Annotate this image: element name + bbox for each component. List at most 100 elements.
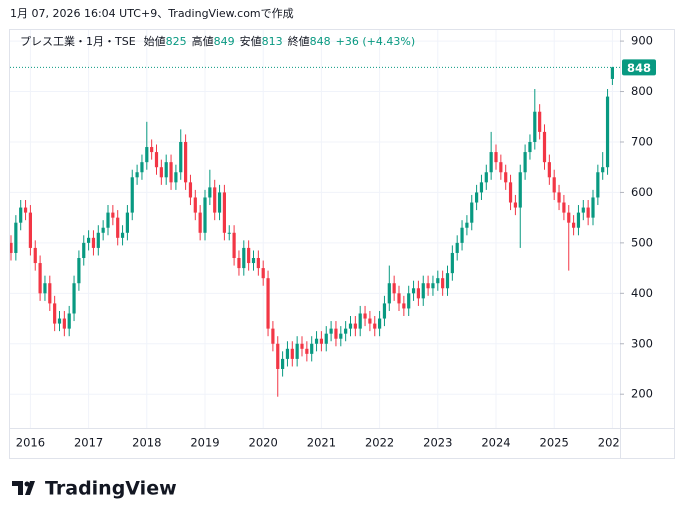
candle-body xyxy=(605,96,610,168)
x-tick-label: 2026 xyxy=(598,436,627,450)
legend-value: 848 xyxy=(310,35,331,48)
candle-body xyxy=(295,343,299,359)
candle-body xyxy=(38,263,42,294)
x-tick-label: 2024 xyxy=(481,436,510,450)
candle-body xyxy=(227,232,231,234)
candle-body xyxy=(276,343,280,369)
candle-body xyxy=(479,182,484,193)
candle-body xyxy=(596,172,600,198)
y-tick-label: 800 xyxy=(631,84,653,98)
candle-body xyxy=(339,333,343,339)
candle-body xyxy=(67,313,71,329)
candle-body xyxy=(363,313,367,319)
y-tick-label: 700 xyxy=(631,134,653,148)
candle-body xyxy=(33,247,37,264)
candle-body xyxy=(445,273,450,289)
legend-title: プレス工業・1月・TSE xyxy=(20,35,136,48)
candle-body xyxy=(567,212,571,223)
candle-body xyxy=(441,278,445,289)
candle-body xyxy=(53,303,57,324)
candle-body xyxy=(101,227,105,233)
candle-body xyxy=(552,177,556,193)
candle-body xyxy=(314,338,319,344)
candle-body xyxy=(547,162,551,178)
candle-body xyxy=(116,217,120,238)
candle-body xyxy=(523,152,527,173)
candle-body xyxy=(324,333,328,344)
candle-body xyxy=(57,318,62,324)
candle-body xyxy=(542,131,547,163)
candle-body xyxy=(499,162,503,173)
candle-body xyxy=(164,162,168,178)
x-tick-label: 2022 xyxy=(365,436,394,450)
candle-body xyxy=(416,288,420,299)
candle-body xyxy=(518,172,522,208)
candle-body xyxy=(344,328,348,334)
x-tick-label: 2021 xyxy=(307,436,336,450)
candle-body xyxy=(586,207,590,218)
logo-text: TradingView xyxy=(45,478,177,500)
legend-label: 高値 xyxy=(192,34,214,48)
legend-value: 813 xyxy=(262,35,283,48)
candle-body xyxy=(242,247,246,269)
x-tick-label: 2023 xyxy=(423,436,452,450)
y-tick-label: 500 xyxy=(631,235,653,249)
candle-body xyxy=(188,182,193,198)
candle-body xyxy=(557,192,561,203)
last-price-label: 848 xyxy=(627,61,651,75)
candle-body xyxy=(208,187,212,198)
candle-body xyxy=(407,293,411,309)
candle-body xyxy=(300,343,304,349)
candle-body xyxy=(217,192,222,213)
candle-body xyxy=(310,343,314,354)
legend: プレス工業・1月・TSE 始値 825 高値 849 安値 813 終値 848 +36 (+4.… xyxy=(20,34,415,48)
candle-body xyxy=(125,212,129,233)
candle-body xyxy=(111,212,115,218)
candle-body xyxy=(72,283,76,314)
candle-body xyxy=(28,212,32,248)
legend-label: 安値 xyxy=(240,34,262,48)
candle-body xyxy=(130,177,134,213)
y-tick-label: 900 xyxy=(631,34,653,48)
candle-body xyxy=(470,202,474,223)
x-tick-label: 2020 xyxy=(249,436,278,450)
candle-body xyxy=(135,172,139,178)
candle-body xyxy=(169,162,173,183)
candle-body xyxy=(334,328,338,339)
candle-body xyxy=(14,222,18,253)
candle-body xyxy=(237,258,241,269)
y-tick-label: 400 xyxy=(631,286,653,300)
candle-body xyxy=(494,152,498,163)
candle-body xyxy=(397,293,401,304)
candle-body xyxy=(150,147,154,153)
candle-body xyxy=(247,247,251,264)
candle-body xyxy=(213,187,217,213)
candle-body xyxy=(62,318,66,329)
candle-body xyxy=(193,197,197,213)
candle-body xyxy=(232,232,236,259)
legend-label: 始値 xyxy=(144,34,166,48)
candle-body xyxy=(348,323,353,329)
candle-body xyxy=(591,197,595,218)
candle-body xyxy=(256,258,260,269)
candle-body xyxy=(411,288,416,294)
candle-body xyxy=(378,318,382,329)
candle-body xyxy=(373,323,377,329)
candle-body xyxy=(154,152,159,168)
last-price-box xyxy=(622,59,656,76)
candle-body xyxy=(120,232,125,238)
chart-frame xyxy=(9,29,675,459)
candle-body xyxy=(19,207,23,223)
candle-body xyxy=(281,358,285,369)
candle-body xyxy=(421,283,425,299)
logo: TradingView xyxy=(12,478,177,500)
candle-body xyxy=(23,207,28,213)
candle-body xyxy=(179,141,183,173)
candle-body xyxy=(305,348,309,354)
candle-body xyxy=(402,303,406,309)
candle-body xyxy=(159,167,163,178)
candle-body xyxy=(431,283,435,289)
candle-body xyxy=(533,111,537,142)
